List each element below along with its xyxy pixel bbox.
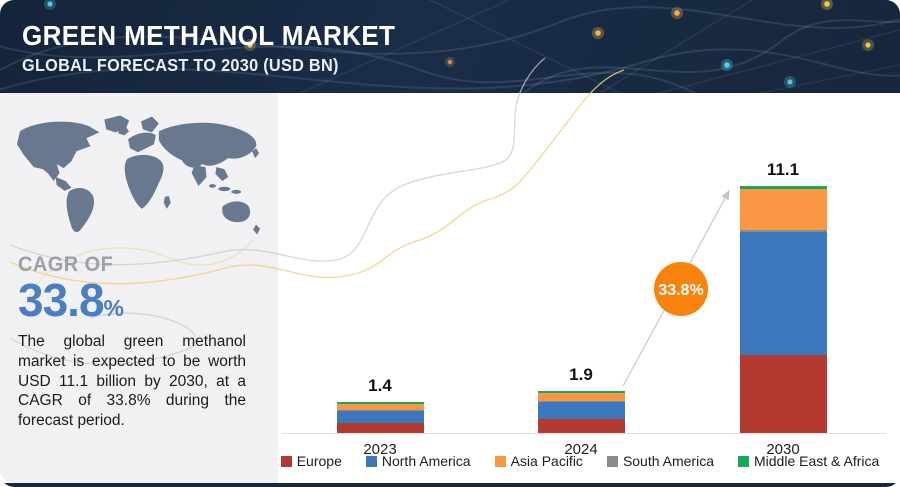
legend-label: North America bbox=[381, 453, 471, 469]
bar-segment-middle-east-africa-2023 bbox=[336, 401, 424, 405]
growth-badge-label: 33.8% bbox=[658, 282, 703, 299]
legend-swatch bbox=[494, 455, 506, 467]
cagr-value: 33.8 bbox=[18, 274, 105, 326]
legend-label: South America bbox=[622, 453, 714, 469]
bar-segment-europe-2024 bbox=[537, 418, 625, 433]
bar-segment-asia-pacific-2023 bbox=[336, 404, 424, 411]
legend-item-middle-east-africa: Middle East & Africa bbox=[738, 453, 879, 469]
cagr-label: CAGR OF bbox=[18, 253, 114, 276]
legend-item-north-america: North America bbox=[365, 453, 471, 469]
bar-segment-europe-2030 bbox=[739, 355, 827, 433]
legend-item-europe: Europe bbox=[280, 453, 342, 469]
header-banner: GREEN METHANOL MARKET GLOBAL FORECAST TO… bbox=[0, 0, 900, 93]
legend-swatch bbox=[738, 455, 749, 467]
bar-total-label-2030: 11.1 bbox=[766, 160, 800, 179]
x-axis-label-2023: 2023 bbox=[363, 441, 397, 458]
legend-label: Asia Pacific bbox=[510, 453, 583, 469]
bar-segment-asia-pacific-2024 bbox=[537, 393, 625, 401]
bar-segment-middle-east-africa-2024 bbox=[537, 390, 625, 394]
page-title: GREEN METHANOL MARKET bbox=[22, 20, 396, 51]
bottom-accent-bar bbox=[0, 483, 900, 487]
bar-segment-middle-east-africa-2030 bbox=[739, 186, 827, 189]
legend-label: Middle East & Africa bbox=[754, 453, 880, 469]
market-summary-text: The global green methanol market is expe… bbox=[18, 333, 246, 430]
world-map-graphic bbox=[10, 111, 268, 245]
legend-swatch bbox=[365, 455, 377, 467]
growth-annotation: 33.8% bbox=[622, 189, 730, 387]
legend-swatch bbox=[606, 455, 618, 467]
bar-total-label-2024: 1.9 bbox=[569, 364, 593, 384]
legend-item-south-america: South America bbox=[606, 453, 714, 469]
bar-segment-south-america-2024 bbox=[537, 400, 625, 402]
page-subtitle: GLOBAL FORECAST TO 2030 (USD BN) bbox=[22, 55, 339, 75]
bar-segment-south-america-2030 bbox=[739, 230, 827, 232]
chart-legend: Europe North America Asia Pacific South Ame… bbox=[278, 453, 882, 469]
x-axis-line bbox=[282, 433, 886, 434]
cagr-percent-sign: % bbox=[103, 295, 124, 321]
bar-segment-north-america-2023 bbox=[336, 410, 424, 423]
growth-badge-circle bbox=[654, 262, 708, 316]
x-axis-label-2024: 2024 bbox=[564, 441, 598, 458]
bar-segment-north-america-2030 bbox=[739, 231, 827, 356]
legend-item-asia-pacific: Asia Pacific bbox=[494, 453, 583, 469]
legend-swatch bbox=[280, 455, 292, 467]
bar-segment-north-america-2024 bbox=[537, 401, 625, 419]
x-axis-label-2030: 2030 bbox=[766, 441, 800, 458]
cagr-block: CAGR OF 33.8% bbox=[18, 253, 124, 323]
legend-label: Europe bbox=[296, 453, 342, 469]
summary-panel: CAGR OF 33.8% The global green methanol … bbox=[0, 93, 278, 483]
bar-segment-europe-2023 bbox=[336, 422, 424, 433]
bar-total-label-2023: 1.4 bbox=[368, 375, 392, 395]
stacked-bar-chart: 33.8% Europe North America Asia Pacific Sou… bbox=[278, 93, 900, 487]
bar-segment-asia-pacific-2030 bbox=[739, 188, 827, 231]
